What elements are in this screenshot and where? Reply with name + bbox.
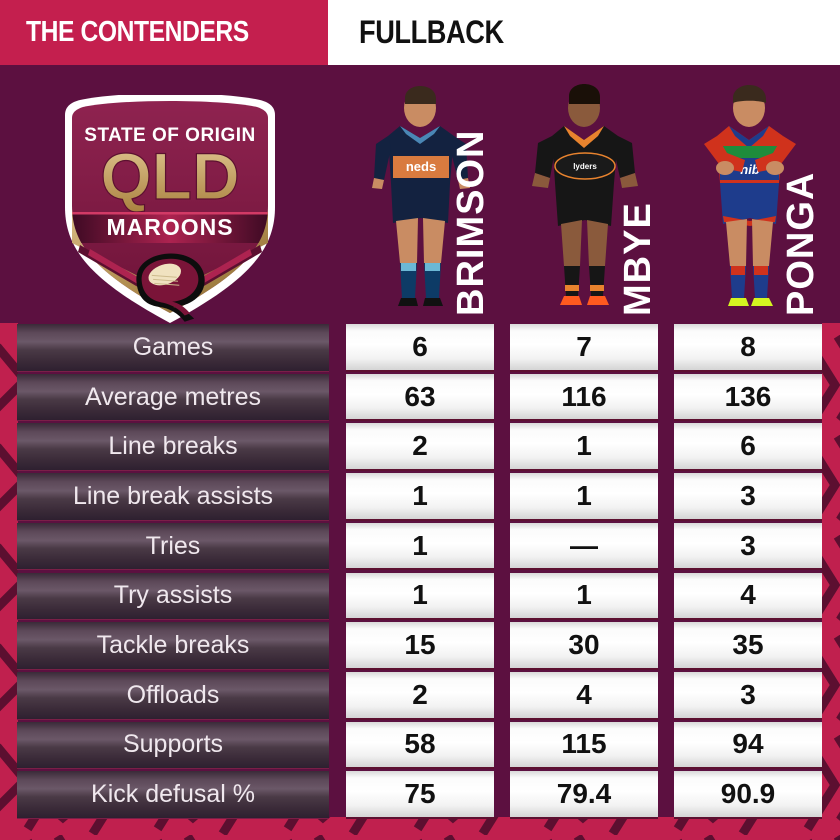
svg-text:neds: neds (405, 159, 435, 174)
svg-text:lyders: lyders (573, 162, 597, 171)
svg-text:MAROONS: MAROONS (106, 214, 233, 240)
svg-text:QLD: QLD (100, 139, 239, 213)
